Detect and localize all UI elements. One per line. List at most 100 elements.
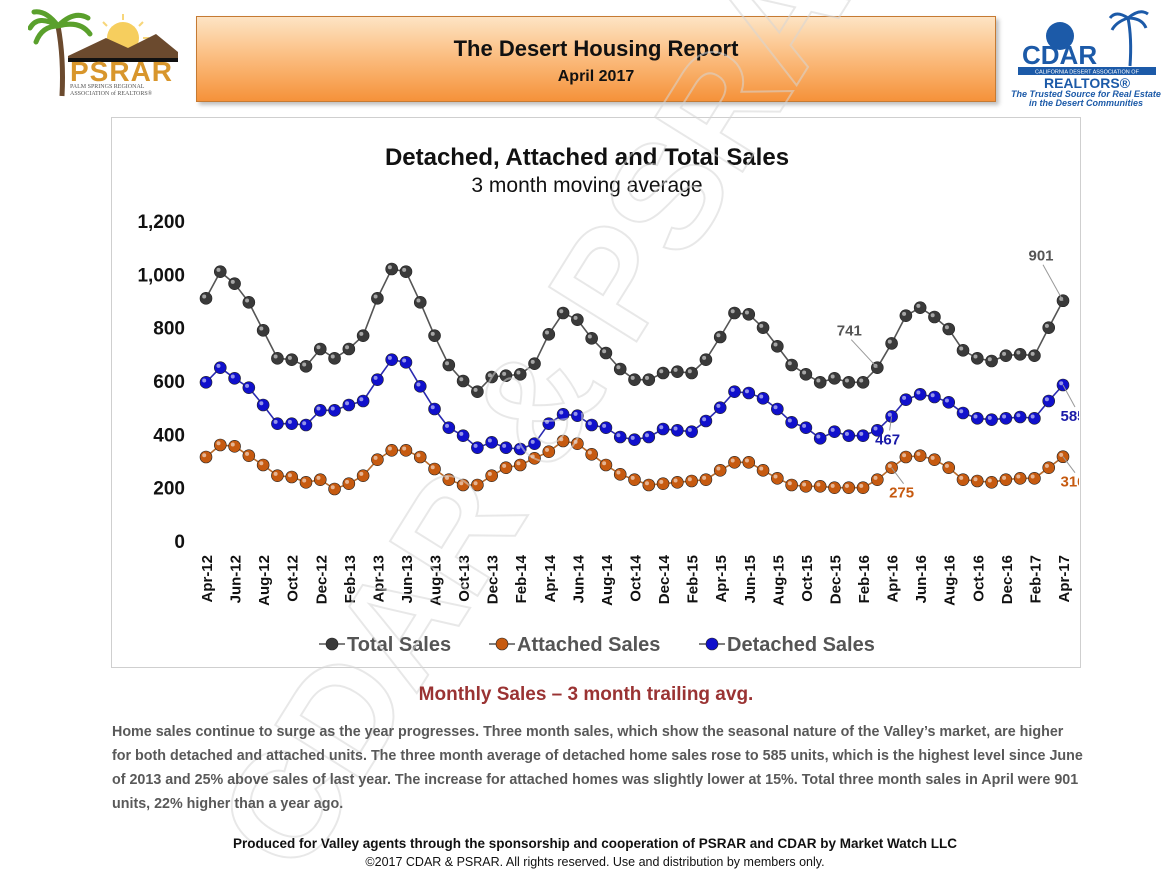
detached-sales-point	[842, 429, 856, 442]
detached-sales-point	[828, 425, 841, 438]
attached-sales-point-highlight	[502, 463, 507, 468]
detached-sales-point-highlight	[944, 398, 949, 403]
attached-sales-point-highlight	[630, 475, 635, 480]
detached-sales-point	[571, 409, 584, 422]
x-tick-label: Dec-12	[313, 555, 330, 604]
total-sales-point	[1013, 348, 1027, 361]
total-sales-point-highlight	[587, 334, 592, 339]
detached-sales-point	[528, 437, 541, 450]
detached-sales-point-highlight	[245, 383, 250, 388]
detached-sales-point-highlight	[216, 363, 221, 368]
palm-tree-icon	[27, 9, 178, 97]
detached-sales-point-highlight	[1030, 414, 1035, 419]
total-sales-point	[828, 372, 841, 385]
detached-sales-point	[485, 436, 498, 449]
attached-sales-point-highlight	[245, 451, 250, 456]
report-date: April 2017	[557, 68, 635, 85]
x-tick-label: Apr-17	[1056, 555, 1073, 603]
detached-sales-point	[356, 394, 370, 408]
total-sales-point-highlight	[973, 354, 978, 359]
palm-icon	[1108, 10, 1149, 67]
sun-icon	[1046, 22, 1074, 50]
detached-sales-point-highlight	[445, 423, 450, 428]
total-sales-point	[956, 344, 970, 357]
attached-sales-point-highlight	[944, 463, 949, 468]
detached-sales-point-highlight	[716, 403, 721, 408]
detached-sales-point-highlight	[673, 426, 678, 431]
detached-sales-point-highlight	[287, 419, 292, 424]
detached-sales-point	[1013, 410, 1027, 424]
total-sales-point-highlight	[959, 346, 964, 351]
data-label: 741	[837, 323, 862, 340]
total-sales-point-highlight	[1044, 323, 1049, 328]
detached-sales-point	[956, 406, 970, 420]
attached-sales-point	[199, 450, 213, 464]
attached-sales-point	[856, 481, 870, 494]
attached-sales-point	[471, 478, 484, 492]
detached-sales-point-highlight	[202, 378, 207, 383]
attached-sales-point-highlight	[887, 463, 892, 468]
y-tick-label: 600	[153, 372, 185, 393]
total-sales-point-highlight	[487, 373, 492, 378]
total-sales-point	[299, 360, 313, 373]
attached-sales-point	[413, 450, 427, 464]
attached-sales-point-highlight	[259, 461, 264, 466]
total-sales-point-highlight	[230, 279, 235, 284]
detached-sales-point	[442, 421, 456, 434]
total-sales-point	[199, 292, 213, 305]
total-sales-point	[785, 358, 798, 372]
total-sales-point-highlight	[1016, 350, 1021, 355]
attached-sales-point	[213, 438, 227, 452]
summary-title: Monthly Sales – 3 month trailing avg.	[418, 684, 754, 705]
annotation-leader	[1042, 264, 1064, 301]
total-sales-point	[556, 306, 570, 320]
data-label: 585	[1060, 408, 1079, 425]
x-tick-label: Jun-16	[913, 555, 930, 603]
attached-sales-point	[613, 468, 627, 481]
attached-sales-point	[685, 474, 698, 488]
attached-sales-point-highlight	[973, 477, 978, 482]
legend-swatch-marker	[325, 637, 339, 651]
attached-sales-point-highlight	[573, 439, 578, 444]
attached-sales-point	[999, 473, 1013, 486]
total-sales-point	[328, 352, 341, 365]
detached-sales-point	[385, 353, 398, 366]
attached-sales-point-highlight	[930, 455, 935, 460]
total-sales-point-highlight	[987, 357, 992, 362]
detached-sales-point	[742, 386, 756, 400]
attached-sales-point-highlight	[202, 453, 207, 458]
detached-sales-point	[299, 418, 313, 432]
attached-sales-point	[785, 478, 798, 492]
attached-sales-point	[628, 473, 641, 486]
attached-sales-point	[671, 476, 684, 489]
detached-sales-point	[242, 381, 256, 394]
total-sales-point-highlight	[316, 345, 321, 350]
total-sales-point	[1028, 349, 1041, 362]
total-sales-point	[571, 313, 584, 326]
total-sales-point-highlight	[759, 323, 764, 328]
attached-sales-point	[556, 434, 570, 448]
legend-label: Total Sales	[347, 634, 451, 656]
attached-sales-point-highlight	[430, 465, 435, 470]
total-sales-point	[1042, 321, 1056, 334]
detached-sales-point	[556, 408, 570, 421]
total-sales-point-highlight	[616, 365, 621, 370]
y-tick-label: 400	[153, 425, 185, 446]
x-tick-label: Apr-15	[713, 555, 730, 603]
detached-sales-point	[856, 429, 870, 442]
detached-sales-point-highlight	[1002, 414, 1007, 419]
attached-sales-point-highlight	[759, 466, 764, 471]
detached-sales-point	[656, 422, 670, 436]
detached-sales-point	[285, 417, 298, 430]
detached-sales-point	[428, 402, 441, 416]
attached-sales-point-highlight	[830, 483, 835, 488]
attached-sales-point-highlight	[445, 475, 450, 480]
attached-sales-point	[585, 448, 598, 461]
detached-sales-point-highlight	[273, 419, 278, 424]
detached-sales-point-highlight	[359, 397, 364, 402]
detached-sales-point	[399, 356, 413, 369]
total-sales-point	[628, 373, 641, 386]
x-tick-label: Dec-13	[485, 555, 502, 604]
detached-sales-point	[899, 393, 913, 406]
total-sales-point-highlight	[687, 369, 692, 374]
